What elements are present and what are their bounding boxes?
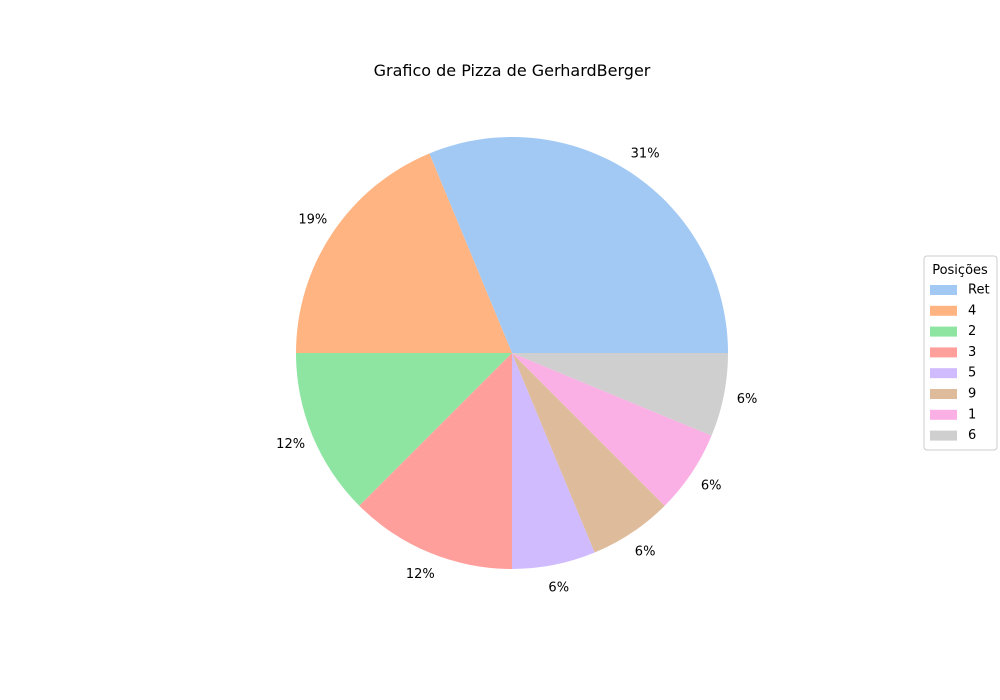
pct-label-6: 6% (737, 392, 758, 407)
pct-label-3: 12% (406, 567, 435, 582)
pct-label-4: 19% (298, 212, 327, 227)
legend-label-9: 9 (968, 387, 976, 402)
pct-label-1: 6% (701, 479, 722, 494)
legend: Posições Ret 4 2 3 5 9 1 6 (923, 255, 998, 451)
pct-label-ret: 31% (631, 146, 660, 161)
legend-title: Posições (932, 263, 988, 278)
legend-swatch-1 (930, 409, 957, 420)
pie-slice-9 (512, 353, 665, 553)
legend-label-3: 3 (968, 345, 976, 360)
legend-box (923, 255, 998, 451)
pie-slice-4 (296, 153, 512, 353)
pie-slice-ret (429, 136, 728, 353)
pie-slice-1 (512, 353, 712, 506)
legend-label-2: 2 (968, 324, 976, 339)
legend-swatch-2 (930, 326, 957, 337)
pie-slices (295, 136, 728, 569)
legend-swatch-9 (930, 389, 957, 399)
legend-swatch-4 (930, 305, 957, 316)
pie-slice-6 (512, 353, 728, 436)
pct-label-9: 6% (635, 545, 656, 560)
legend-label-5: 5 (968, 366, 976, 381)
legend-label-6: 6 (968, 428, 976, 443)
legend-swatch-6 (930, 430, 957, 441)
legend-swatch-ret (930, 285, 957, 295)
percentage-labels: 31% 19% 12% 12% 6% 6% 6% 6% (276, 146, 757, 595)
pie-slice-2 (295, 353, 512, 506)
pie-slice-3 (359, 353, 512, 569)
pie-slice-5 (512, 353, 595, 569)
legend-label-ret: Ret (968, 283, 990, 298)
pct-label-2: 12% (276, 437, 305, 452)
legend-items: Ret 4 2 3 5 9 1 6 (930, 283, 990, 443)
legend-swatch-5 (930, 368, 957, 379)
chart-title: Grafico de Pizza de GerhardBerger (374, 61, 651, 80)
legend-swatch-3 (930, 347, 957, 358)
legend-label-1: 1 (968, 407, 976, 422)
pct-label-5: 6% (548, 581, 569, 596)
legend-label-4: 4 (968, 303, 976, 318)
